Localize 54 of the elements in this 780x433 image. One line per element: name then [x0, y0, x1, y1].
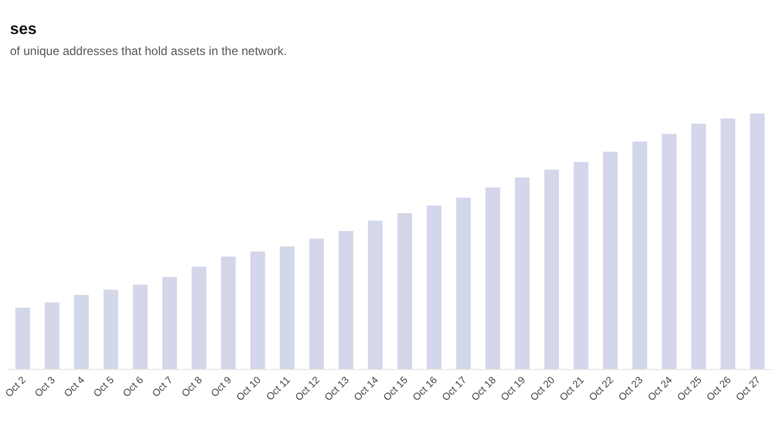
x-tick-label: Oct 3: [33, 374, 58, 400]
bar: [456, 198, 471, 369]
bar: [368, 220, 383, 369]
x-tick-label: Oct 26: [704, 374, 734, 404]
x-tick-label: Oct 6: [121, 374, 146, 400]
x-tick-label: Oct 4: [62, 374, 88, 400]
x-tick-label: Oct 27: [734, 374, 764, 404]
bar: [574, 162, 588, 369]
x-tick-label: Oct 9: [209, 374, 234, 400]
bar: [221, 256, 236, 369]
bar: [750, 113, 765, 369]
chart-title: ses: [10, 21, 37, 38]
bar: [691, 124, 706, 369]
x-tick-label: Oct 24: [646, 374, 676, 404]
bar: [15, 308, 30, 369]
x-tick-label: Oct 17: [440, 374, 470, 404]
bar: [426, 205, 442, 369]
x-tick-label: Oct 23: [616, 374, 646, 404]
x-tick-label: Oct 13: [322, 374, 352, 404]
x-tick-label: Oct 19: [499, 374, 528, 404]
bar: [192, 266, 206, 369]
x-tick-label: Oct 12: [294, 374, 322, 404]
x-tick-label: Oct 11: [264, 374, 294, 403]
bar: [44, 302, 60, 369]
x-tick-label: Oct 16: [411, 374, 440, 404]
bar: [397, 213, 412, 369]
bar: [74, 294, 89, 369]
x-tick-label: Oct 18: [470, 374, 499, 404]
x-tick-label: Oct 14: [352, 374, 382, 404]
chart-subtitle: of unique addresses that hold assets in the network.: [10, 44, 287, 58]
bar: [250, 251, 266, 369]
x-tick-label: Oct 7: [150, 374, 176, 400]
bar: [632, 142, 648, 369]
bar: [486, 188, 500, 369]
bar: [280, 246, 294, 369]
x-tick-label: Oct 22: [587, 374, 616, 404]
x-tick-label: Oct 25: [676, 374, 704, 404]
bar: [603, 152, 618, 369]
x-tick-label: Oct 20: [528, 374, 558, 404]
bar: [544, 170, 559, 369]
bar: [720, 118, 736, 369]
bar: [662, 134, 676, 369]
x-tick-label: Oct 10: [234, 374, 264, 404]
bar: [132, 284, 148, 369]
x-tick-label: Oct 2: [4, 374, 29, 400]
bar: [104, 290, 118, 369]
bar: [338, 231, 354, 369]
bar: [514, 177, 530, 369]
bar: [309, 238, 324, 369]
bar: [162, 277, 177, 369]
x-tick-label: Oct 8: [180, 374, 205, 400]
x-tick-label: Oct 15: [382, 374, 411, 404]
x-tick-label: Oct 5: [92, 374, 117, 400]
x-tick-label: Oct 21: [558, 374, 587, 404]
